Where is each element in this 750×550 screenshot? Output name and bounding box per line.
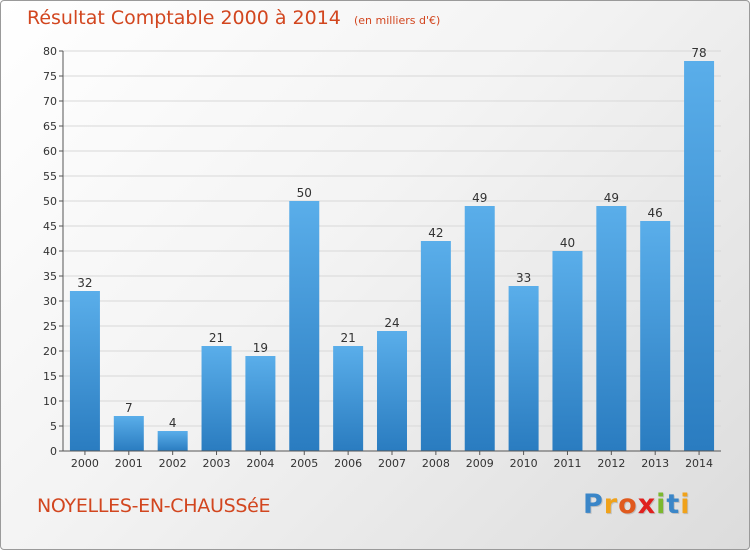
x-tick-label: 2001 bbox=[115, 457, 143, 470]
data-label: 50 bbox=[297, 186, 312, 200]
y-tick-label: 80 bbox=[43, 45, 57, 58]
logo-letter: P bbox=[583, 489, 604, 520]
y-tick-label: 15 bbox=[43, 370, 57, 383]
y-tick-label: 65 bbox=[43, 120, 57, 133]
data-label: 33 bbox=[516, 271, 531, 285]
bar[interactable] bbox=[596, 206, 627, 451]
x-tick-label: 2007 bbox=[378, 457, 406, 470]
x-tick-label: 2002 bbox=[159, 457, 187, 470]
commune-name: NOYELLES-EN-CHAUSSéE bbox=[37, 495, 271, 517]
y-tick-label: 25 bbox=[43, 320, 57, 333]
data-label: 21 bbox=[340, 331, 355, 345]
bar[interactable] bbox=[552, 251, 583, 451]
x-tick-label: 2003 bbox=[203, 457, 231, 470]
bar[interactable] bbox=[69, 291, 100, 451]
bar[interactable] bbox=[245, 356, 276, 451]
proxiti-logo[interactable]: Proxiti bbox=[583, 489, 691, 520]
labels: 0 5 10 15 20 25 30 35 40 45 50 55 60 65 70 75 80 32 2000 7 2… bbox=[43, 45, 713, 470]
data-label: 21 bbox=[209, 331, 224, 345]
x-tick-label: 2008 bbox=[422, 457, 450, 470]
bar[interactable] bbox=[201, 346, 232, 451]
chart-subtitle: (en milliers d'€) bbox=[353, 14, 441, 27]
bar[interactable] bbox=[640, 221, 671, 451]
y-tick-label: 35 bbox=[43, 270, 57, 283]
x-tick-label: 2011 bbox=[553, 457, 581, 470]
x-tick-label: 2006 bbox=[334, 457, 362, 470]
bar[interactable] bbox=[377, 331, 407, 451]
y-tick-label: 30 bbox=[43, 295, 57, 308]
data-label: 42 bbox=[428, 226, 443, 240]
data-label: 4 bbox=[169, 416, 177, 430]
data-label: 49 bbox=[604, 191, 619, 205]
data-label: 7 bbox=[125, 401, 133, 415]
data-label: 32 bbox=[77, 276, 92, 290]
logo-letter: i bbox=[680, 489, 691, 520]
x-tick-label: 2012 bbox=[597, 457, 625, 470]
title-line: Résultat Comptable 2000 à 2014 (en milli… bbox=[27, 7, 440, 29]
y-tick-label: 60 bbox=[43, 145, 57, 158]
data-label: 46 bbox=[648, 206, 663, 220]
bar[interactable] bbox=[113, 416, 144, 451]
x-tick-label: 2014 bbox=[685, 457, 713, 470]
bars bbox=[69, 61, 715, 451]
bar[interactable] bbox=[289, 201, 320, 451]
data-label: 49 bbox=[472, 191, 487, 205]
x-tick-label: 2009 bbox=[466, 457, 494, 470]
logo-letter: t bbox=[666, 489, 681, 520]
x-tick-label: 2013 bbox=[641, 457, 669, 470]
logo-letter: o bbox=[618, 489, 638, 520]
data-label: 78 bbox=[691, 46, 706, 60]
y-tick-label: 40 bbox=[43, 245, 57, 258]
y-tick-label: 50 bbox=[43, 195, 57, 208]
y-tick-label: 70 bbox=[43, 95, 57, 108]
data-label: 40 bbox=[560, 236, 575, 250]
bar[interactable] bbox=[684, 61, 715, 451]
x-tick-label: 2010 bbox=[510, 457, 538, 470]
bar[interactable] bbox=[157, 431, 188, 451]
x-tick-label: 2005 bbox=[290, 457, 318, 470]
y-tick-label: 75 bbox=[43, 70, 57, 83]
data-label: 19 bbox=[253, 341, 268, 355]
data-label: 24 bbox=[384, 316, 399, 330]
logo-letter: x bbox=[637, 489, 657, 520]
y-tick-label: 0 bbox=[50, 445, 57, 458]
logo-letter: i bbox=[656, 489, 667, 520]
bar[interactable] bbox=[333, 346, 364, 451]
logo-letter: r bbox=[603, 489, 619, 520]
bar[interactable] bbox=[464, 206, 495, 451]
x-tick-label: 2000 bbox=[71, 457, 99, 470]
x-tick-label: 2004 bbox=[246, 457, 274, 470]
chart-title: Résultat Comptable 2000 à 2014 bbox=[27, 7, 341, 29]
y-tick-label: 20 bbox=[43, 345, 57, 358]
bar[interactable] bbox=[508, 286, 539, 451]
y-tick-label: 10 bbox=[43, 395, 57, 408]
axes bbox=[59, 50, 721, 455]
y-tick-label: 55 bbox=[43, 170, 57, 183]
y-tick-label: 45 bbox=[43, 220, 57, 233]
y-tick-label: 5 bbox=[50, 420, 57, 433]
bar[interactable] bbox=[420, 241, 451, 451]
